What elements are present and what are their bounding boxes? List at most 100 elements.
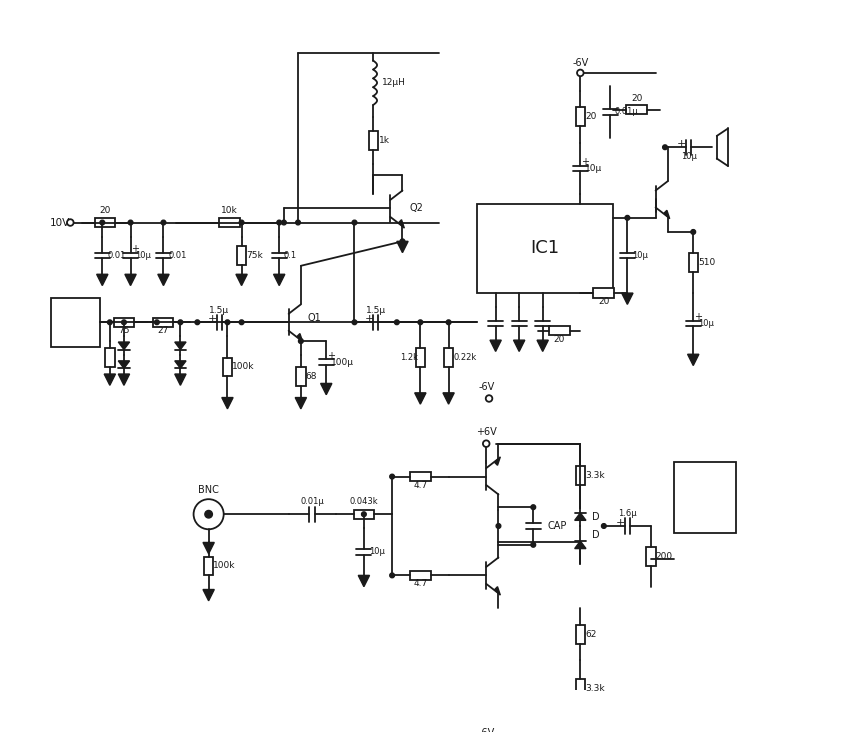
Bar: [675, 463, 735, 533]
Polygon shape: [575, 513, 586, 520]
Bar: [204, 556, 213, 575]
Polygon shape: [158, 274, 169, 285]
Circle shape: [446, 320, 451, 324]
Text: -6V: -6V: [478, 728, 494, 732]
Text: Q2: Q2: [409, 203, 423, 214]
Polygon shape: [118, 374, 130, 385]
Text: 20: 20: [631, 94, 642, 102]
Polygon shape: [222, 397, 233, 409]
Text: 200: 200: [655, 552, 673, 561]
Circle shape: [107, 320, 112, 324]
Text: 20: 20: [598, 297, 609, 306]
Polygon shape: [415, 393, 426, 404]
Circle shape: [531, 505, 536, 509]
Bar: [51, 298, 101, 347]
Text: 100k: 100k: [213, 561, 236, 570]
Text: 0.01: 0.01: [107, 251, 125, 260]
Circle shape: [239, 320, 244, 324]
Circle shape: [531, 542, 536, 547]
Circle shape: [122, 320, 126, 324]
Text: CAP: CAP: [547, 521, 567, 531]
Text: 0.01μ: 0.01μ: [614, 108, 638, 116]
Text: 1.6μ: 1.6μ: [618, 509, 636, 518]
Bar: [237, 246, 246, 265]
Circle shape: [277, 220, 281, 225]
Text: 62: 62: [585, 630, 596, 639]
Bar: [369, 131, 378, 150]
Circle shape: [577, 70, 584, 76]
Polygon shape: [203, 589, 215, 601]
Text: 10μ: 10μ: [135, 251, 151, 260]
Circle shape: [281, 220, 286, 225]
Polygon shape: [236, 274, 247, 285]
Text: 20: 20: [554, 335, 565, 344]
Circle shape: [67, 219, 73, 225]
Circle shape: [204, 510, 212, 518]
Circle shape: [691, 230, 695, 234]
Text: +: +: [677, 139, 687, 149]
Circle shape: [486, 395, 492, 402]
Bar: [416, 348, 425, 367]
Circle shape: [178, 320, 183, 324]
Circle shape: [602, 523, 607, 529]
Bar: [688, 253, 698, 272]
Text: 4.7: 4.7: [413, 480, 428, 490]
Bar: [626, 105, 648, 114]
Circle shape: [298, 339, 303, 343]
Text: 10μ: 10μ: [698, 319, 714, 328]
Text: +: +: [208, 315, 217, 324]
Bar: [477, 203, 613, 293]
Polygon shape: [175, 361, 186, 368]
Text: +: +: [616, 518, 625, 529]
Text: 68: 68: [306, 372, 317, 381]
Circle shape: [128, 220, 133, 225]
Circle shape: [483, 441, 490, 447]
Circle shape: [389, 474, 394, 479]
Polygon shape: [175, 374, 186, 385]
Polygon shape: [273, 274, 285, 285]
Text: 10V: 10V: [49, 217, 70, 228]
Bar: [646, 547, 655, 566]
Text: 75k: 75k: [246, 251, 263, 260]
Polygon shape: [490, 340, 501, 351]
Bar: [594, 288, 614, 298]
Circle shape: [361, 512, 366, 517]
Text: 10μ: 10μ: [632, 251, 648, 260]
Circle shape: [193, 499, 224, 529]
Polygon shape: [399, 220, 405, 228]
Circle shape: [625, 215, 630, 220]
Text: 510: 510: [698, 258, 715, 267]
Text: 20: 20: [100, 206, 111, 214]
Text: 10μ: 10μ: [585, 164, 602, 173]
Polygon shape: [514, 340, 525, 351]
Text: -6V: -6V: [573, 58, 589, 67]
Polygon shape: [96, 274, 108, 285]
Text: Q1: Q1: [308, 313, 321, 323]
Text: 10k: 10k: [222, 206, 239, 214]
Text: 0.01μ: 0.01μ: [300, 498, 324, 507]
Text: BNC: BNC: [199, 485, 219, 495]
Bar: [296, 367, 306, 386]
Bar: [576, 466, 585, 485]
Text: 0.1: 0.1: [284, 251, 297, 260]
Text: 1k: 1k: [379, 136, 390, 145]
Circle shape: [352, 320, 357, 324]
Polygon shape: [175, 342, 186, 350]
Circle shape: [483, 722, 490, 729]
Bar: [410, 571, 431, 580]
Circle shape: [296, 220, 301, 225]
Bar: [354, 509, 374, 519]
Polygon shape: [118, 361, 130, 368]
Text: 1.2k: 1.2k: [400, 353, 417, 362]
Text: 1.5μ: 1.5μ: [210, 305, 229, 315]
Text: 10μ: 10μ: [681, 152, 696, 161]
Bar: [105, 348, 114, 367]
Text: 27: 27: [158, 326, 169, 335]
Bar: [576, 679, 585, 698]
Text: D: D: [591, 512, 599, 522]
Polygon shape: [495, 586, 500, 595]
Polygon shape: [688, 354, 699, 365]
Text: 20: 20: [585, 112, 596, 122]
Bar: [113, 318, 135, 327]
Polygon shape: [320, 384, 332, 395]
